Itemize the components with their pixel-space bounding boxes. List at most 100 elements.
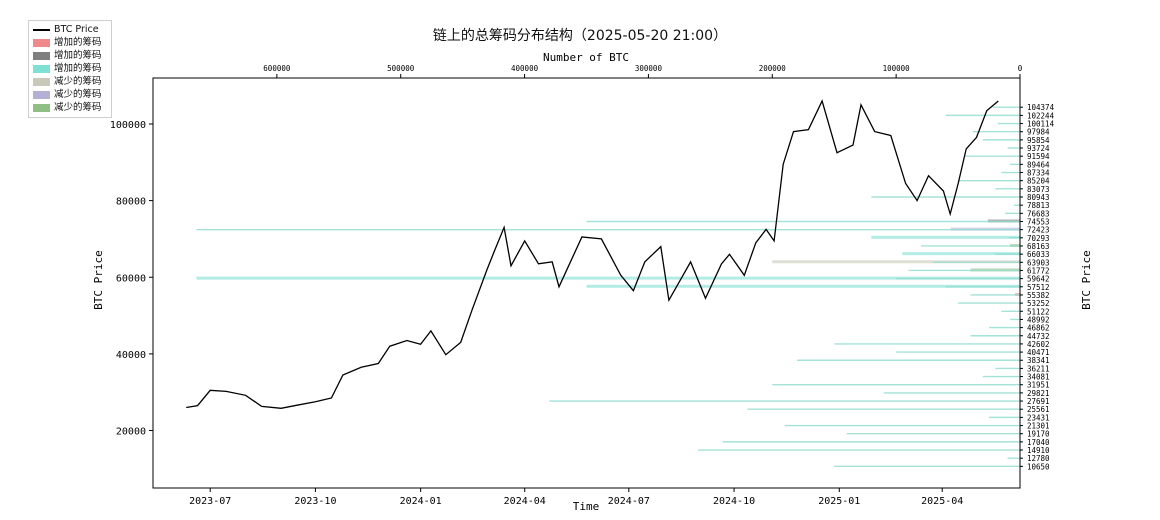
right-tick-label: 31951 [1027,381,1050,390]
legend-item-increase-3: 增加的筹码 [33,62,102,75]
legend-item-decrease-2: 减少的筹码 [33,88,102,101]
chip-patches-layer [196,219,1021,296]
right-tick-label: 63903 [1027,258,1050,267]
right-tick-label: 80943 [1027,193,1050,202]
legend-line-swatch [33,28,50,31]
right-tick-label: 91594 [1027,152,1050,161]
right-tick-label: 42602 [1027,340,1050,349]
top-tick-label: 400000 [511,64,539,73]
right-tick-label: 83073 [1027,185,1050,194]
chip-patch [871,235,1020,239]
top-tick-label: 200000 [759,64,787,73]
legend-swatch [33,103,50,112]
y-tick-label: 40000 [116,350,146,361]
y-axis: 20000 40000 60000 80000 100000 [110,120,153,438]
legend-label: BTC Price [54,24,99,35]
top-axis-label: Number of BTC [543,51,629,64]
right-axis-label: BTC Price [1080,250,1093,310]
legend-item-increase-2: 增加的筹码 [33,49,102,62]
legend-swatch [33,38,50,47]
right-tick-label: 29821 [1027,389,1050,398]
x-tick-label: 2024-07 [608,496,650,507]
right-tick-label: 85204 [1027,177,1050,186]
right-tick-label: 70293 [1027,234,1050,243]
chip-bars-layer [196,106,1020,468]
x-tick-label: 2024-04 [504,496,546,507]
right-tick-label: 34081 [1027,373,1050,382]
x-tick-label: 2023-07 [189,496,231,507]
right-tick-label: 100114 [1027,120,1055,129]
chart-title: 链上的总筹码分布结构（2025-05-20 21:00） [432,28,728,44]
y-tick-label: 100000 [110,120,146,131]
right-tick-label: 38341 [1027,356,1050,365]
right-tick-label: 97984 [1027,128,1050,137]
legend-label: 减少的筹码 [54,89,102,100]
right-tick-label: 23431 [1027,413,1050,422]
right-tick-label: 57512 [1027,283,1050,292]
right-tick-label: 19170 [1027,430,1050,439]
right-tick-label: 61772 [1027,266,1050,275]
right-tick-label: 51122 [1027,307,1050,316]
right-tick-label: 104374 [1027,103,1055,112]
legend-item-decrease-1: 减少的筹码 [33,75,102,88]
x-tick-label: 2024-01 [400,496,442,507]
right-tick-label: 72423 [1027,226,1050,235]
right-tick-label: 55382 [1027,291,1050,300]
x-tick-label: 2025-01 [818,496,860,507]
right-tick-label: 40471 [1027,348,1050,357]
chip-patch [772,260,1020,264]
chip-patch [196,276,1021,280]
right-tick-label: 66033 [1027,250,1050,259]
price-line-layer [186,99,999,409]
legend-label: 增加的筹码 [54,37,102,48]
x-axis-label: Time [573,500,600,513]
btc-price-line [186,99,999,409]
legend-item-btc-price: BTC Price [33,23,99,36]
right-tick-label: 74553 [1027,217,1050,226]
right-tick-label: 46862 [1027,324,1050,333]
right-tick-label: 12780 [1027,454,1050,463]
y-tick-label: 20000 [116,427,146,438]
chip-patch [902,252,1020,256]
top-tick-label: 500000 [387,64,415,73]
legend: BTC Price 增加的筹码 增加的筹码 增加的筹码 减少的筹码 减少的筹码 … [28,20,112,118]
x-tick-label: 2024-10 [713,496,755,507]
right-tick-label: 95854 [1027,136,1050,145]
x-tick-label: 2023-10 [294,496,336,507]
right-tick-label: 25561 [1027,405,1050,414]
right-tick-label: 102244 [1027,111,1055,120]
right-tick-label: 78813 [1027,201,1050,210]
right-tick-label: 59642 [1027,275,1050,284]
legend-label: 增加的筹码 [54,63,102,74]
right-tick-label: 53252 [1027,299,1050,308]
right-tick-label: 68163 [1027,242,1050,251]
y-tick-label: 60000 [116,273,146,284]
right-tick-label: 36211 [1027,364,1050,373]
top-tick-label: 300000 [635,64,663,73]
right-tick-label: 21301 [1027,422,1050,431]
legend-item-decrease-3: 减少的筹码 [33,101,102,114]
right-tick-label: 17040 [1027,438,1050,447]
x-axis: 2023-07 2023-10 2024-01 2024-04 2024-07 2024-… [189,488,963,507]
legend-swatch [33,77,50,86]
right-tick-label: 27691 [1027,397,1050,406]
y-tick-label: 80000 [116,197,146,208]
right-tick-label: 93724 [1027,144,1050,153]
legend-item-increase-1: 增加的筹码 [33,36,102,49]
legend-swatch [33,64,50,73]
right-tick-label: 87334 [1027,169,1050,178]
right-tick-label: 76683 [1027,209,1050,218]
right-tick-label: 44732 [1027,332,1050,341]
legend-label: 减少的筹码 [54,76,102,87]
chip-patch [586,284,1020,288]
right-tick-label: 10650 [1027,462,1050,471]
top-x-axis: 600000 500000 400000 300000 200000 100000 0 [263,64,1023,78]
x-tick-label: 2025-04 [921,496,963,507]
plot-frame [152,77,1021,489]
y-axis-label: BTC Price [92,250,105,310]
legend-label: 增加的筹码 [54,50,102,61]
right-y-axis: 1043741022441001149798495854937249159489… [1020,103,1055,471]
legend-swatch [33,90,50,99]
